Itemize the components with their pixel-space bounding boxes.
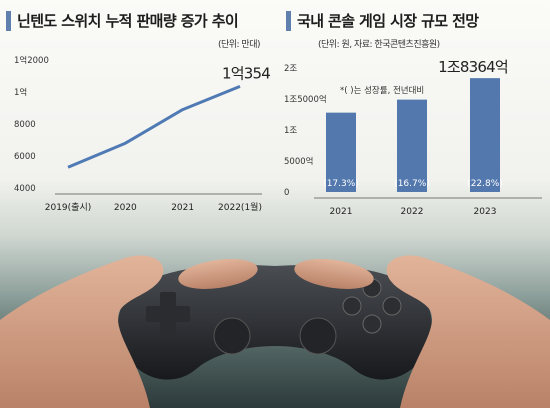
- x-tick-label: 2022(1월): [218, 201, 262, 213]
- end-value-label: 1억354: [222, 64, 270, 82]
- y-tick-label: 1조5000억: [284, 94, 327, 105]
- right-chart-unit-note: (단위: 원, 자료: 한국콘텐츠진흥원): [318, 40, 440, 50]
- gamepad-body-icon: [117, 264, 433, 380]
- face-button-icon: [362, 314, 382, 334]
- y-tick-label: 4000: [14, 184, 36, 194]
- growth-rate-label: (17.3%): [323, 179, 359, 189]
- left-stick-icon: [213, 317, 251, 355]
- y-tick-label: 1조: [284, 126, 297, 136]
- bar: [326, 112, 356, 192]
- right-thumb-icon: [294, 259, 374, 289]
- x-tick-label: 2020: [114, 203, 137, 213]
- x-tick-label: 2019(출시): [45, 202, 92, 213]
- left-hand-icon: [0, 255, 164, 408]
- dpad-icon: [146, 306, 190, 322]
- right-hand-icon: [386, 255, 550, 408]
- x-tick-label: 2021: [330, 207, 353, 217]
- face-button-icon: [342, 296, 362, 316]
- legend-note: *( )는 성장률, 전년대비: [340, 85, 424, 96]
- y-tick-label: 1억2000: [14, 55, 49, 66]
- right-chart-title-bar: 국내 콘솔 게임 시장 규모 전망: [286, 10, 479, 31]
- left-thumb-icon: [178, 259, 258, 289]
- console-market-chart-panel: 국내 콘솔 게임 시장 규모 전망 (단위: 원, 자료: 한국콘텐츠진흥원) …: [280, 0, 550, 230]
- end-value-label: 1조8364억: [438, 58, 508, 76]
- left-chart-title-bar: 닌텐도 스위치 누적 판매량 증가 추이: [6, 10, 239, 31]
- title-marker-icon: [6, 10, 11, 31]
- bar: [470, 78, 500, 192]
- switch-sales-chart-panel: 닌텐도 스위치 누적 판매량 증가 추이 (단위: 만대) 4000 6000 80…: [0, 0, 270, 230]
- growth-rate-label: (22.8%): [467, 179, 503, 189]
- title-marker-icon: [286, 10, 291, 31]
- series-line: [67, 84, 241, 169]
- left-chart-title: 닌텐도 스위치 누적 판매량 증가 추이: [17, 12, 239, 30]
- right-chart-svg: 0 5000억 1조 1조5000억 2조 *( )는 성장률, 전년대비 (17.3%) 2…: [284, 58, 542, 217]
- y-tick-label: 5000억: [284, 156, 313, 167]
- growth-rate-label: (16.7%): [394, 179, 430, 189]
- right-stick-icon: [299, 317, 337, 355]
- controller-photo: [0, 255, 550, 408]
- left-chart-svg: 4000 6000 8000 1억 1억2000 2019(출시) 2020 2021 2022…: [14, 55, 270, 213]
- y-tick-label: 0: [284, 188, 289, 198]
- y-tick-label: 1억: [14, 87, 27, 98]
- bar: [397, 99, 427, 192]
- y-tick-label: 6000: [14, 152, 36, 162]
- right-chart-title: 국내 콘솔 게임 시장 규모 전망: [297, 12, 479, 30]
- left-chart-unit-note: (단위: 만대): [217, 40, 261, 50]
- x-tick-label: 2023: [474, 207, 497, 217]
- x-tick-label: 2021: [171, 203, 194, 213]
- x-tick-label: 2022: [401, 207, 424, 217]
- face-button-icon: [382, 296, 402, 316]
- y-tick-label: 2조: [284, 64, 297, 74]
- y-tick-label: 8000: [14, 120, 36, 130]
